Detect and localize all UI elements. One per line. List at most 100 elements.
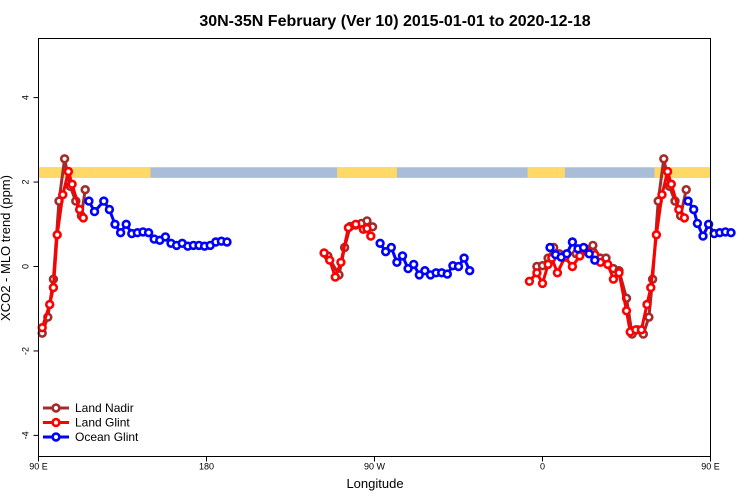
land-nadir-point <box>588 240 598 251</box>
ocean-glint-point <box>375 238 385 249</box>
series-layer <box>37 154 736 339</box>
land-glint-point <box>646 282 656 293</box>
series-ocean-glint <box>84 196 736 280</box>
land-nadir-point <box>80 185 90 195</box>
land-glint-point <box>58 190 68 200</box>
land-band-segment <box>337 167 390 178</box>
x-tick-label: 90 E <box>29 462 48 472</box>
land-nadir-point <box>59 154 70 164</box>
x-tick-label: 0 <box>540 462 545 472</box>
land-glint-point <box>343 223 354 233</box>
y-tick-label: 4 <box>21 95 31 100</box>
land-glint-point <box>674 204 684 215</box>
ocean-glint-point <box>110 219 120 230</box>
land-glint-point <box>37 323 47 333</box>
legend-marker-land-nadir <box>51 403 61 413</box>
land-glint-point <box>325 255 335 265</box>
y-tick-label: 0 <box>21 264 31 269</box>
land-band-segment <box>90 167 136 178</box>
land-band-segment <box>527 167 558 178</box>
ocean-glint-point <box>584 249 594 259</box>
ocean-glint-point <box>465 266 475 276</box>
ocean-glint-point <box>698 231 708 241</box>
land-glint-point <box>636 325 647 335</box>
ocean-glint-point <box>688 204 699 215</box>
land-glint-point <box>666 179 676 189</box>
legend-label-ocean-glint: Ocean Glint <box>75 430 139 444</box>
land-glint-point <box>63 166 74 177</box>
land-nadir-point <box>659 154 669 164</box>
x-tick-label: 90 E <box>701 462 720 472</box>
ocean-glint-point <box>89 206 100 217</box>
ocean-glint-point <box>386 242 396 253</box>
land-glint-point <box>78 213 89 223</box>
series-land-nadir <box>37 154 691 339</box>
land-glint-point <box>366 231 376 241</box>
land-glint-point <box>524 276 535 286</box>
land-glint-point <box>44 299 55 310</box>
land-glint-point <box>575 251 585 261</box>
ocean-glint-point <box>392 257 402 267</box>
land-glint-point <box>537 278 548 289</box>
land-nadir-point <box>644 312 654 322</box>
land-glint-point <box>621 306 632 316</box>
x-axis: 90 E 180 90 W 0 90 E <box>29 456 720 472</box>
x-axis-label: Longitude <box>346 476 403 491</box>
land-glint-point <box>532 268 542 278</box>
ocean-glint-point <box>567 237 578 247</box>
ocean-glint-point <box>590 255 600 265</box>
land-mask-band <box>38 167 711 178</box>
ocean-glint-point <box>121 219 131 230</box>
legend-label-land-nadir: Land Nadir <box>75 401 134 415</box>
land-glint-point <box>74 204 85 215</box>
land-glint-point <box>48 282 59 293</box>
legend-label-land-glint: Land Glint <box>75 416 130 430</box>
ocean-glint-point <box>726 228 736 238</box>
legend-marker-ocean-glint <box>51 432 61 442</box>
ocean-glint-point <box>397 251 408 261</box>
land-glint-point <box>651 230 662 240</box>
ocean-glint-point <box>160 232 171 242</box>
ocean-glint-point <box>692 218 703 229</box>
legend-marker-land-glint <box>51 417 61 428</box>
x-tick-label: 180 <box>199 462 214 472</box>
land-glint-point <box>330 272 340 282</box>
land-glint-point <box>657 190 667 200</box>
y-tick-label: -2 <box>21 347 31 355</box>
ocean-glint-point <box>442 269 452 279</box>
land-glint-point <box>67 179 77 189</box>
ocean-glint-point <box>562 249 572 259</box>
land-glint-point <box>603 259 613 270</box>
land-glint-point <box>351 219 361 230</box>
land-glint-point <box>543 259 553 270</box>
land-nadir-point <box>681 185 691 195</box>
ocean-glint-point <box>459 253 469 263</box>
plot-frame <box>38 38 711 457</box>
ocean-glint-point <box>453 261 464 272</box>
y-tick-label: 2 <box>21 180 31 185</box>
ocean-glint-point <box>104 204 115 215</box>
y-axis: -4 -2 0 2 4 <box>21 95 39 439</box>
y-tick-label: -4 <box>21 431 31 439</box>
ocean-glint-point <box>143 228 154 238</box>
land-glint-point <box>567 261 578 272</box>
x-tick-label: 90 W <box>364 462 386 472</box>
land-glint-point <box>662 166 673 177</box>
ocean-glint-point <box>545 242 555 253</box>
land-band-segment <box>135 167 151 178</box>
land-band-segment <box>389 167 397 178</box>
land-glint-point <box>552 268 563 278</box>
land-nadir-point <box>362 216 372 226</box>
ocean-glint-point <box>409 259 419 270</box>
land-glint-point <box>336 257 346 267</box>
land-glint-point <box>319 248 329 258</box>
ocean-glint-point <box>222 237 232 247</box>
land-glint-point <box>642 299 652 310</box>
land-glint-point <box>608 274 619 284</box>
land-glint-point <box>614 268 624 278</box>
land-glint-point <box>362 223 372 234</box>
land-glint-point <box>52 230 62 240</box>
land-band-segment <box>557 167 565 178</box>
